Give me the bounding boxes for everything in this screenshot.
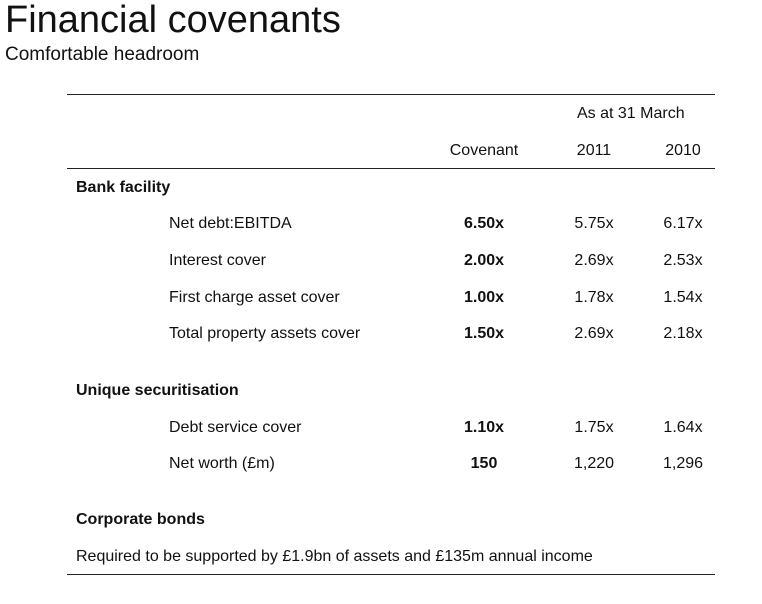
covenant-value: 2.00x [463,252,505,269]
covenant-value: 1.10x [463,419,505,436]
column-header-2010: 2010 [665,142,701,159]
page-subtitle: Comfortable headroom [5,44,200,65]
row-label: Net debt:EBITDA [169,215,292,232]
row-label: First charge asset cover [169,289,340,306]
section-title-corporate-bonds: Corporate bonds [76,511,205,528]
header-bottom-rule [67,168,715,169]
table-bottom-rule [67,574,715,575]
value-2011: 1,220 [573,455,615,472]
row-label: Interest cover [169,252,266,269]
value-2010: 1.64x [663,419,703,436]
value-2011: 5.75x [574,215,614,232]
column-header-covenant: Covenant [449,142,519,159]
table-top-rule [67,94,715,95]
value-2011: 2.69x [574,252,614,269]
covenant-value: 1.00x [463,289,505,306]
value-2010: 1,296 [662,455,704,472]
row-label: Total property assets cover [169,325,361,342]
group-header-as-at: As at 31 March [577,105,685,122]
corporate-bonds-note: Required to be supported by £1.9bn of as… [76,548,593,565]
value-2011: 2.69x [574,325,614,342]
page-title: Financial covenants [5,0,341,41]
section-title-bank-facility: Bank facility [76,179,171,196]
covenant-value: 6.50x [463,215,505,232]
value-2010: 1.54x [663,289,703,306]
value-2011: 1.75x [574,419,614,436]
covenant-value: 150 [470,455,498,472]
covenant-value: 1.50x [463,325,505,342]
value-2011: 1.78x [574,289,614,306]
row-label: Net worth (£m) [169,455,275,472]
section-title-unique-securitisation: Unique securitisation [76,382,239,399]
value-2010: 6.17x [663,215,703,232]
value-2010: 2.18x [663,325,703,342]
column-header-2011: 2011 [576,142,612,159]
row-label: Debt service cover [169,419,302,436]
value-2010: 2.53x [663,252,703,269]
